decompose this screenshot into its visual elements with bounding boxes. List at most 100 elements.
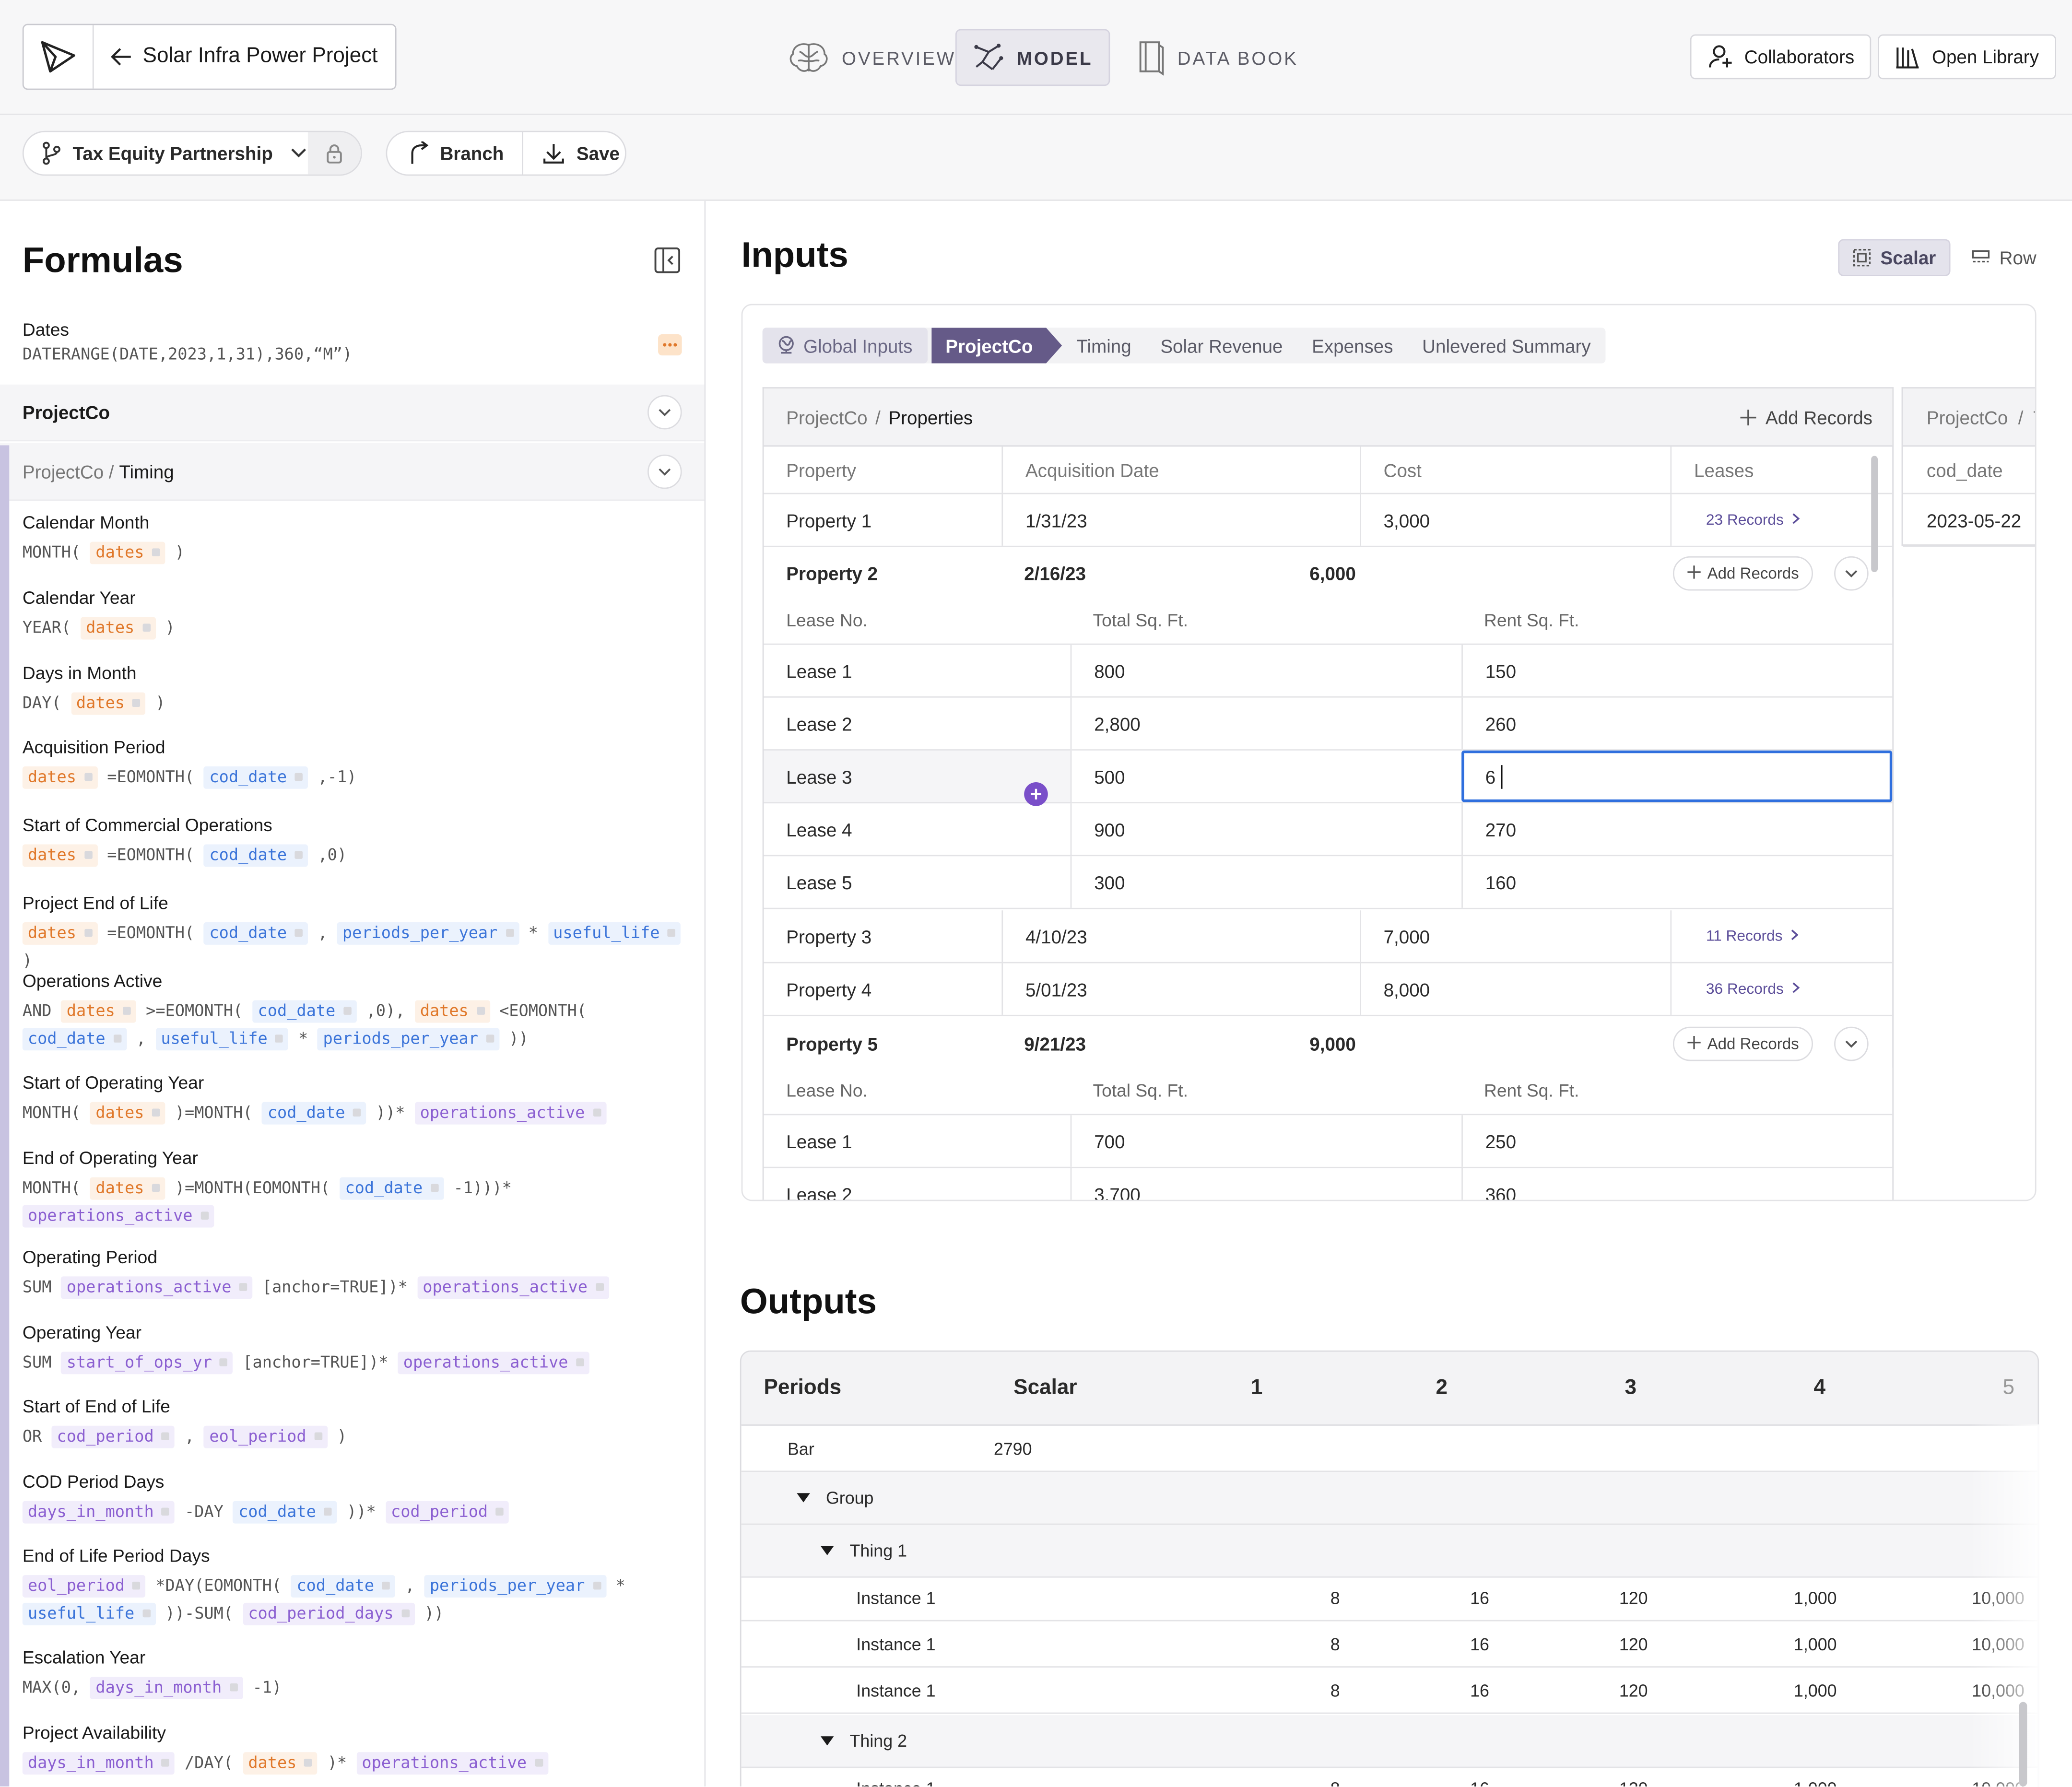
formula-reference-token[interactable]: operations_active [417, 1276, 609, 1299]
leases-records-link[interactable]: 23 Records [1670, 494, 1892, 546]
formula-item[interactable]: Start of Operating Year MONTH( dates )=MO… [23, 1073, 690, 1127]
add-records-button[interactable]: Add Records [1672, 556, 1814, 591]
chevron-down-icon[interactable] [1834, 1026, 1869, 1061]
table-cell[interactable]: 2023-05-22 [1903, 494, 2035, 547]
lease-no[interactable]: Lease 4 [786, 818, 852, 840]
tab-solar-revenue[interactable]: Solar Revenue [1146, 328, 1297, 363]
formula-reference-token[interactable]: periods_per_year [337, 922, 519, 945]
output-thing-row[interactable]: Thing 1 [741, 1525, 2038, 1578]
formula-item[interactable]: Operating Year SUM start_of_ops_yr [ancho… [23, 1323, 690, 1377]
formula-reference-token[interactable]: periods_per_year [424, 1575, 606, 1598]
add-row-icon[interactable] [1024, 782, 1048, 806]
formula-reference-token[interactable]: operations_active [414, 1102, 606, 1125]
formula-reference-token[interactable]: dates [22, 844, 98, 867]
formula-reference-token[interactable]: eol_period [22, 1575, 146, 1598]
formula-reference-token[interactable]: cod_date [340, 1177, 444, 1200]
lease-no[interactable]: Lease 2 [786, 1183, 852, 1201]
formula-reference-token[interactable]: eol_period [204, 1425, 328, 1448]
formula-reference-token[interactable]: cod_date [291, 1575, 396, 1598]
rent-sq-ft-input[interactable]: 6 [1461, 750, 1893, 802]
formula-reference-token[interactable]: cod_period_days [243, 1602, 415, 1625]
formula-reference-token[interactable]: cod_date [204, 844, 308, 867]
formula-reference-token[interactable]: cod_date [204, 766, 308, 789]
formula-item[interactable]: Acquisition Period dates =EOMONTH( cod_da… [22, 737, 690, 791]
tab-model[interactable]: MODEL [955, 29, 1110, 86]
total-sq-ft[interactable]: 300 [1070, 856, 1462, 908]
formula-reference-token[interactable]: cod_period [51, 1425, 175, 1448]
scalar-view-button[interactable]: Scalar [1838, 239, 1951, 276]
formula-scroll-indicator[interactable] [0, 445, 10, 1787]
lease-no[interactable]: Lease 1 [786, 660, 852, 682]
formula-reference-token[interactable]: dates [71, 692, 146, 715]
tab-data-book[interactable]: DATA BOOK [1120, 29, 1314, 86]
rent-sq-ft[interactable]: 150 [1461, 645, 1893, 696]
formula-reference-token[interactable]: dates [22, 766, 98, 789]
cost[interactable]: 3,000 [1359, 494, 1670, 546]
branch-dropdown[interactable]: Tax Equity Partnership [24, 132, 308, 175]
rent-sq-ft[interactable]: 270 [1461, 803, 1893, 855]
formula-reference-token[interactable]: cod_date [204, 922, 308, 945]
acquisition-date[interactable]: 5/01/23 [1001, 963, 1360, 1015]
tab-unlevered-summary[interactable]: Unlevered Summary [1408, 328, 1605, 363]
formula-reference-token[interactable]: days_in_month [90, 1677, 243, 1700]
chevron-down-icon[interactable] [647, 454, 682, 489]
formula-reference-token[interactable]: operations_active [356, 1752, 548, 1775]
formula-reference-token[interactable]: dates [243, 1752, 318, 1775]
group-toggle[interactable]: Group [797, 1472, 874, 1523]
cost[interactable]: 9,000 [1309, 1033, 1356, 1055]
formula-item[interactable]: Project Availability days_in_month /DAY( … [22, 1723, 690, 1777]
tab-timing[interactable]: Timing [1062, 328, 1146, 363]
property-name[interactable]: Property 2 [786, 563, 878, 584]
formula-reference-token[interactable]: cod_date [22, 1028, 127, 1051]
tab-expenses[interactable]: Expenses [1297, 328, 1408, 363]
outputs-scrollbar[interactable] [2019, 1702, 2027, 1787]
formula-reference-token[interactable]: operations_active [398, 1352, 589, 1375]
formula-item[interactable]: Escalation Year MAX(0, days_in_month -1) [23, 1648, 690, 1702]
formula-item[interactable]: Operations Active AND dates >=EOMONTH( co… [22, 971, 690, 1053]
formula-item[interactable]: End of Operating Year MONTH( dates )=MONT… [22, 1148, 690, 1230]
add-records-button[interactable]: Add Records [1740, 406, 1872, 427]
total-sq-ft[interactable]: 900 [1070, 803, 1462, 855]
lease-no[interactable]: Lease 1 [786, 1130, 852, 1152]
cost[interactable]: 8,000 [1359, 963, 1670, 1015]
leases-records-link[interactable]: 11 Records [1670, 910, 1892, 962]
formula-reference-token[interactable]: cod_date [233, 1501, 337, 1524]
formula-reference-token[interactable]: operations_active [61, 1276, 253, 1299]
formula-reference-token[interactable]: cod_date [262, 1102, 366, 1125]
formula-item[interactable]: Calendar Month MONTH( dates ) [23, 513, 690, 567]
property-name[interactable]: Property 5 [786, 1033, 878, 1055]
total-sq-ft[interactable]: 800 [1070, 645, 1462, 696]
formula-item[interactable]: Days in Month DAY( dates ) [23, 663, 690, 717]
leases-records-link[interactable]: 36 Records [1670, 963, 1892, 1015]
logo-icon[interactable] [24, 25, 94, 89]
formula-reference-token[interactable]: cod_period [385, 1501, 509, 1524]
formula-reference-token[interactable]: start_of_ops_yr [61, 1352, 234, 1375]
rent-sq-ft[interactable]: 160 [1461, 856, 1893, 908]
rent-sq-ft[interactable]: 260 [1461, 697, 1893, 750]
acquisition-date[interactable]: 9/21/23 [1024, 1033, 1086, 1055]
open-library-button[interactable]: Open Library [1877, 34, 2056, 80]
total-sq-ft[interactable]: 500 [1070, 750, 1462, 802]
formula-reference-token[interactable]: days_in_month [22, 1501, 175, 1524]
chevron-down-icon[interactable] [647, 395, 682, 430]
formula-reference-token[interactable]: useful_life [22, 1602, 156, 1625]
rent-sq-ft[interactable]: 360 [1461, 1168, 1893, 1200]
formula-reference-token[interactable]: dates [61, 1000, 136, 1023]
lock-button[interactable] [308, 132, 361, 175]
formula-reference-token[interactable]: days_in_month [22, 1752, 175, 1775]
section-projectco[interactable]: ProjectCo [0, 384, 705, 442]
total-sq-ft[interactable]: 3,700 [1070, 1168, 1462, 1200]
formula-reference-token[interactable]: dates [22, 922, 98, 945]
more-options-icon[interactable] [658, 334, 682, 356]
acquisition-date[interactable]: 4/10/23 [1001, 910, 1360, 962]
group-toggle[interactable]: Thing 1 [820, 1525, 907, 1576]
cost[interactable]: 6,000 [1309, 563, 1356, 584]
output-group-row[interactable]: Group [741, 1472, 2038, 1525]
collaborators-button[interactable]: Collaborators [1690, 34, 1872, 80]
tab-global-inputs[interactable]: Global Inputs [762, 328, 927, 364]
lease-no[interactable]: Lease 2 [786, 713, 852, 734]
formula-reference-token[interactable]: dates [81, 617, 156, 640]
table-scrollbar[interactable] [1871, 456, 1878, 572]
rent-sq-ft[interactable]: 250 [1461, 1115, 1893, 1167]
formula-reference-token[interactable]: periods_per_year [318, 1028, 500, 1051]
